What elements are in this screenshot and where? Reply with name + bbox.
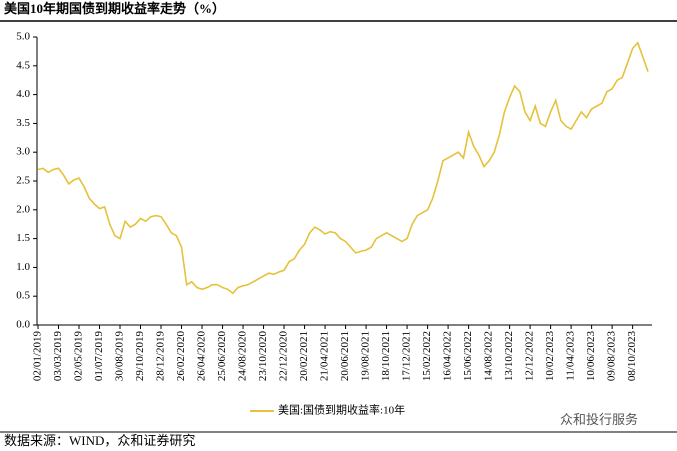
- source-note: 数据来源：WIND，众和证券研究: [4, 433, 195, 448]
- x-tick-label: 26/02/2020: [175, 331, 187, 382]
- x-tick-label: 20/02/2021: [298, 331, 310, 381]
- x-tick-label: 18/10/2021: [380, 331, 392, 381]
- x-tick-label: 29/10/2019: [134, 331, 146, 382]
- x-tick-label: 22/12/2020: [278, 331, 290, 382]
- x-tick-label: 19/08/2021: [360, 331, 372, 381]
- y-tick-label: 4.5: [16, 59, 30, 71]
- x-tick-label: 10/06/2023: [585, 331, 597, 382]
- x-tick-label: 20/06/2021: [339, 331, 351, 381]
- x-tick-label: 13/10/2022: [503, 331, 515, 381]
- x-tick-label: 30/08/2019: [114, 331, 126, 382]
- x-tick-label: 12/12/2022: [524, 331, 536, 381]
- x-tick-label: 02/01/2019: [32, 331, 44, 382]
- y-tick-label: 3.5: [16, 117, 30, 129]
- legend-label: 美国:国债到期收益率:10年: [278, 403, 405, 417]
- y-tick-label: 1.5: [16, 232, 30, 244]
- x-tick-label: 08/10/2023: [626, 331, 638, 382]
- x-tick-label: 28/12/2019: [155, 331, 167, 382]
- x-tick-label: 09/08/2023: [606, 331, 618, 382]
- line: [37, 41, 649, 295]
- x-tick-label: 26/04/2020: [196, 331, 208, 382]
- x-tick-label: 01/07/2019: [93, 331, 105, 382]
- y-tick-label: 0.0: [16, 319, 30, 331]
- x-tick-label: 15/02/2022: [421, 331, 433, 381]
- x-tick-label: 16/04/2022: [442, 331, 454, 381]
- y-tick-label: 1.0: [16, 261, 30, 273]
- x-tick-label: 25/06/2020: [216, 331, 228, 382]
- x-tick-label: 21/04/2021: [319, 331, 331, 381]
- y-tick-label: 4.0: [16, 88, 30, 100]
- watermark: 众和投行服务: [560, 412, 638, 427]
- y-tick-label: 2.5: [16, 175, 30, 187]
- x-tick-label: 10/02/2023: [544, 331, 556, 382]
- x-tick-label: 15/06/2022: [462, 331, 474, 381]
- x-tick-label: 14/08/2022: [483, 331, 495, 381]
- y-tick-label: 3.0: [16, 146, 30, 158]
- y-tick-label: 2.0: [16, 203, 30, 215]
- x-tick-label: 02/05/2019: [73, 331, 85, 382]
- y-tick-label: 5.0: [16, 31, 30, 43]
- chart-title: 美国10年期国债到期收益率走势（%）: [4, 1, 225, 16]
- x-tick-label: 24/08/2020: [237, 331, 249, 382]
- x-tick-label: 03/03/2019: [52, 331, 64, 382]
- x-tick-label: 11/04/2023: [565, 331, 577, 381]
- x-tick-label: 23/10/2020: [257, 331, 269, 382]
- y-tick-label: 0.5: [16, 290, 30, 302]
- x-tick-label: 17/12/2021: [401, 331, 413, 381]
